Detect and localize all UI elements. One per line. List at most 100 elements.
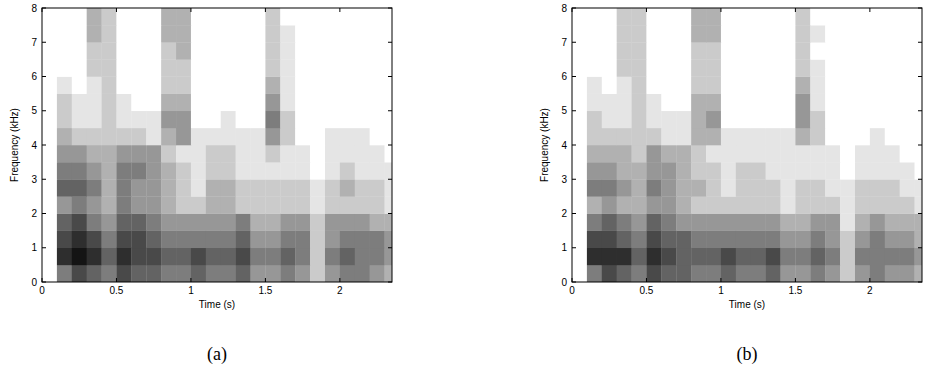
cell <box>751 179 766 196</box>
x-tick <box>572 8 573 12</box>
cell <box>280 8 295 25</box>
cell <box>855 111 870 128</box>
cell <box>915 128 922 145</box>
cell <box>355 25 370 42</box>
cell <box>87 214 102 231</box>
cell <box>236 94 251 111</box>
cell <box>736 77 751 94</box>
cell <box>102 8 117 25</box>
cell <box>751 145 766 162</box>
cell <box>661 162 676 179</box>
cell <box>870 214 885 231</box>
cell <box>587 111 602 128</box>
cell <box>310 77 325 94</box>
cell <box>676 128 691 145</box>
cell <box>840 214 855 231</box>
cell <box>885 265 900 282</box>
cell <box>751 162 766 179</box>
cell <box>661 94 676 111</box>
x-tick <box>116 8 117 12</box>
cell <box>900 248 915 265</box>
cell <box>280 77 295 94</box>
cell <box>42 25 57 42</box>
cell <box>295 248 310 265</box>
cell <box>221 94 236 111</box>
cell <box>221 162 236 179</box>
cell <box>736 248 751 265</box>
cell <box>161 77 176 94</box>
y-tick <box>388 145 392 146</box>
cell <box>131 179 146 196</box>
cell <box>572 42 587 59</box>
cell <box>191 196 206 213</box>
cell <box>161 231 176 248</box>
cell <box>385 265 392 282</box>
cell <box>617 248 632 265</box>
y-tick-label: 4 <box>31 140 37 151</box>
cell <box>781 25 796 42</box>
cell <box>840 111 855 128</box>
cell <box>736 214 751 231</box>
cell <box>236 231 251 248</box>
cell <box>385 59 392 76</box>
cell <box>355 196 370 213</box>
cell <box>221 231 236 248</box>
cell <box>295 59 310 76</box>
cell <box>870 145 885 162</box>
cell <box>855 196 870 213</box>
cell <box>280 145 295 162</box>
cell <box>325 162 340 179</box>
cell <box>632 111 647 128</box>
cell <box>221 111 236 128</box>
cell <box>370 162 385 179</box>
cell <box>572 179 587 196</box>
cell <box>855 162 870 179</box>
cell <box>161 162 176 179</box>
cell <box>870 248 885 265</box>
cell <box>810 231 825 248</box>
cell <box>191 42 206 59</box>
y-tick <box>42 76 46 77</box>
cell <box>310 59 325 76</box>
cell <box>602 179 617 196</box>
cell <box>840 128 855 145</box>
cell <box>236 265 251 282</box>
cell <box>280 42 295 59</box>
cell <box>646 94 661 111</box>
cell <box>42 214 57 231</box>
cell <box>355 231 370 248</box>
cell <box>736 231 751 248</box>
cell <box>617 162 632 179</box>
cell <box>646 162 661 179</box>
cell <box>87 25 102 42</box>
cell <box>646 214 661 231</box>
cell <box>57 128 72 145</box>
cell <box>191 248 206 265</box>
cell <box>646 8 661 25</box>
cell <box>385 214 392 231</box>
cell <box>810 111 825 128</box>
x-axis-title: Time (s) <box>199 299 235 310</box>
y-tick-label: 2 <box>561 208 567 219</box>
cell <box>885 59 900 76</box>
cell <box>325 111 340 128</box>
cell <box>146 59 161 76</box>
cell <box>810 77 825 94</box>
cell <box>251 77 266 94</box>
cell <box>221 59 236 76</box>
cell <box>751 248 766 265</box>
cell <box>191 214 206 231</box>
cell <box>102 42 117 59</box>
cell <box>340 214 355 231</box>
cell <box>587 214 602 231</box>
cell <box>385 128 392 145</box>
cell <box>236 196 251 213</box>
cell <box>706 214 721 231</box>
cell <box>325 179 340 196</box>
cell <box>721 231 736 248</box>
cell <box>617 214 632 231</box>
cell <box>617 196 632 213</box>
y-tick <box>572 282 576 283</box>
cell <box>131 145 146 162</box>
cell <box>72 8 87 25</box>
